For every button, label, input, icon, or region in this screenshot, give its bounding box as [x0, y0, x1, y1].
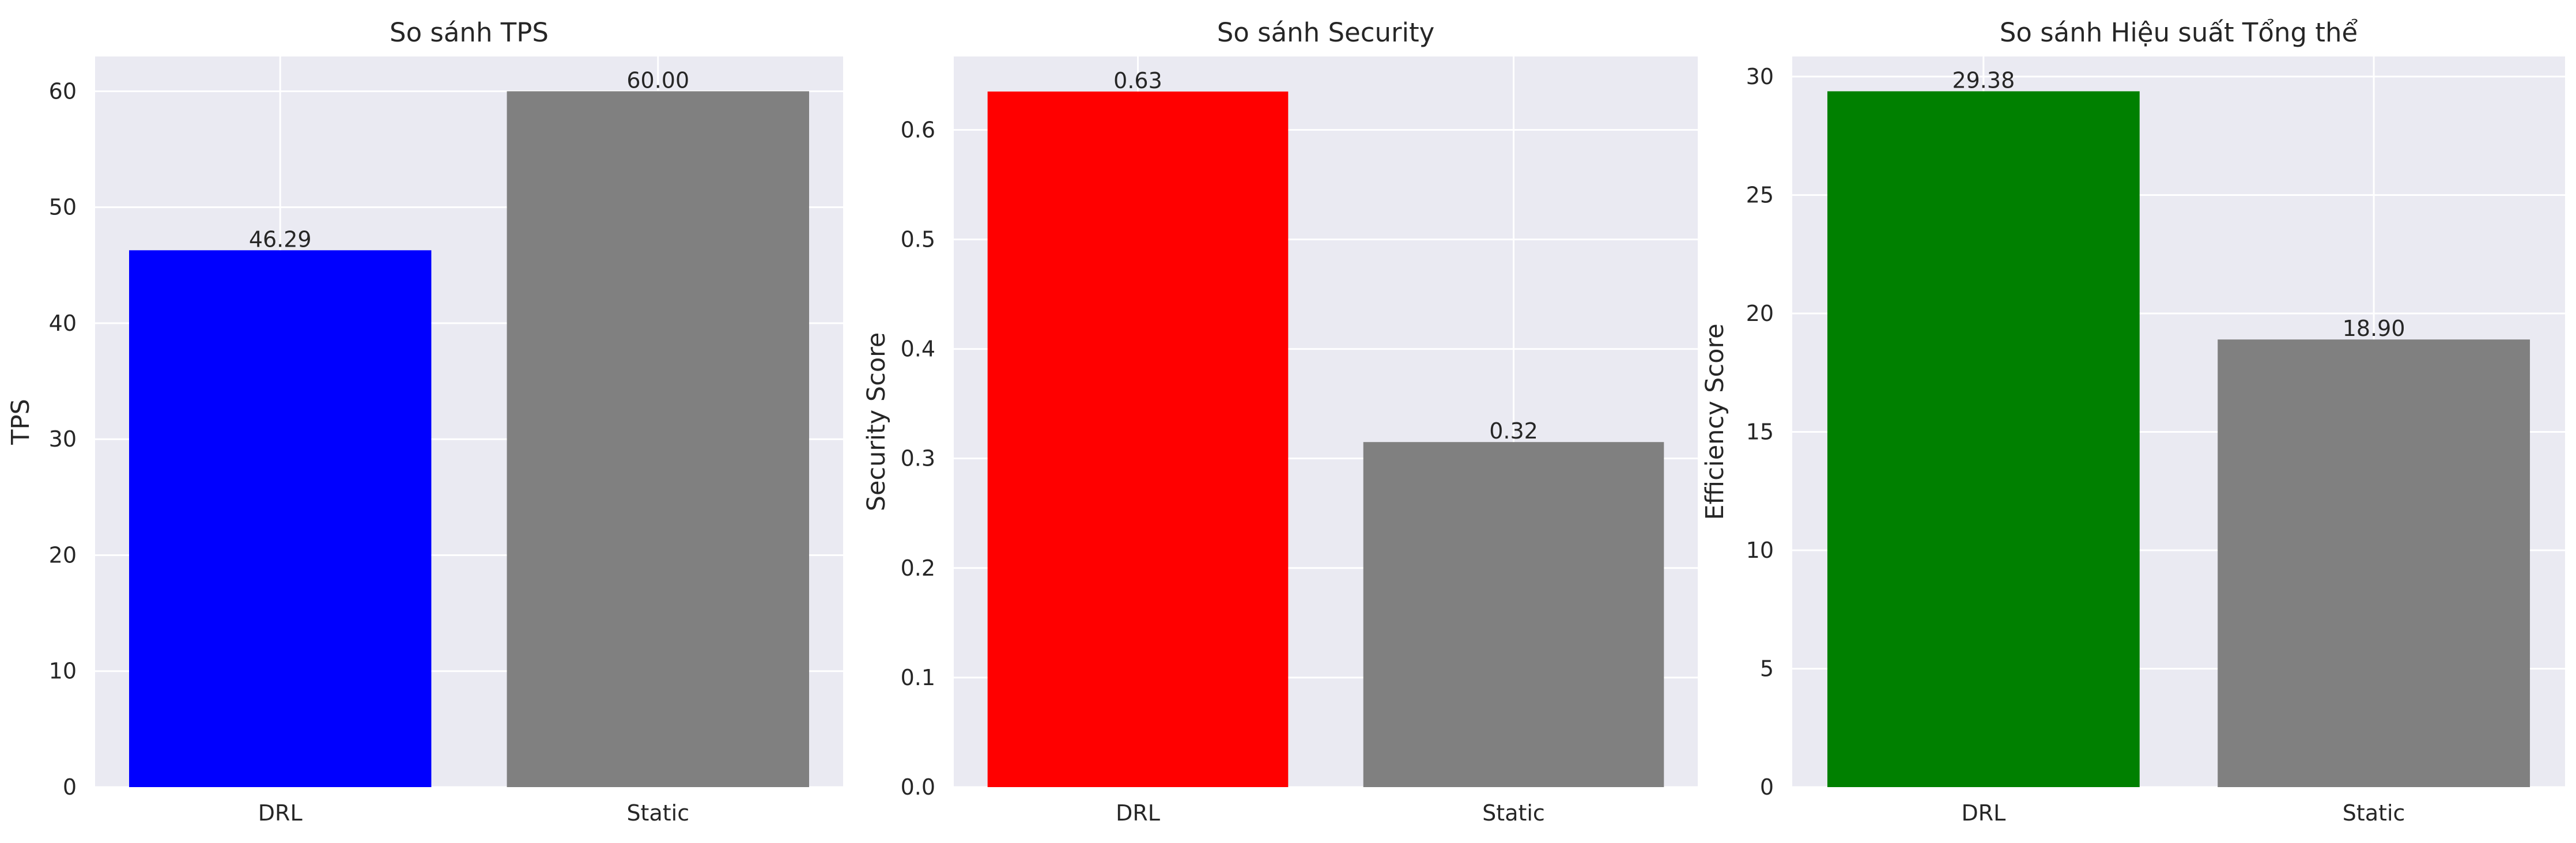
bar-drl — [1827, 91, 2140, 788]
chart-title: So sánh Hiệu suất Tổng thể — [2000, 17, 2358, 48]
x-tick-label: Static — [1482, 800, 1545, 826]
y-tick-label: 0.2 — [901, 555, 935, 581]
y-tick-label: 0.1 — [901, 665, 935, 690]
data-label: 18.90 — [2343, 316, 2405, 341]
y-tick-label: 0.5 — [901, 226, 935, 252]
y-tick-label: 15 — [1746, 419, 1774, 444]
data-label: 60.00 — [626, 67, 689, 93]
chart-panel-1: 46.29 60.00 0 10 20 30 40 50 60 DRL Static So sánh … — [6, 17, 843, 826]
y-tick-label: 10 — [49, 659, 77, 684]
y-axis-label: TPS — [6, 399, 35, 445]
x-tick-label: Static — [626, 800, 689, 826]
bar-static — [2218, 339, 2530, 787]
data-label: 29.38 — [1952, 67, 2015, 93]
data-label: 0.32 — [1489, 418, 1538, 444]
x-tick-label: Static — [2343, 800, 2405, 826]
y-tick-label: 0.0 — [901, 774, 935, 800]
bar-static — [1363, 442, 1664, 787]
x-tick-label: DRL — [1961, 800, 2005, 826]
x-tick-label: DRL — [1116, 800, 1160, 826]
chart-panel-3: 29.38 18.90 0 5 10 15 20 25 30 DRL Static So sánh H… — [1701, 17, 2565, 826]
y-tick-label: 5 — [1760, 656, 1774, 681]
y-tick-label: 10 — [1746, 538, 1774, 563]
y-tick-label: 20 — [49, 542, 77, 568]
y-axis-label: Security Score — [862, 332, 891, 512]
chart-title: So sánh Security — [1217, 17, 1435, 48]
data-label: 0.63 — [1113, 68, 1162, 93]
y-tick-label: 0 — [1760, 774, 1774, 800]
y-tick-label: 40 — [49, 311, 77, 336]
bar-static — [507, 91, 809, 787]
y-tick-label: 0.3 — [901, 446, 935, 471]
y-tick-label: 50 — [49, 195, 77, 220]
y-tick-label: 25 — [1746, 182, 1774, 207]
y-tick-label: 0.6 — [901, 117, 935, 142]
x-tick-label: DRL — [258, 800, 303, 826]
chart-title: So sánh TPS — [390, 17, 549, 48]
chart-panel-2: 0.63 0.32 0.0 0.1 0.2 0.3 0.4 0.5 0.6 DRL Static So… — [862, 17, 1698, 826]
y-tick-label: 30 — [49, 426, 77, 452]
y-tick-label: 20 — [1746, 301, 1774, 326]
bar-drl — [129, 250, 432, 787]
y-tick-label: 60 — [49, 78, 77, 104]
y-tick-label: 0 — [63, 774, 77, 800]
y-axis-label: Efficiency Score — [1701, 323, 1729, 520]
y-tick-label: 0.4 — [901, 337, 935, 362]
y-tick-label: 30 — [1746, 64, 1774, 89]
bar-drl — [987, 91, 1289, 787]
data-label: 46.29 — [249, 226, 312, 252]
